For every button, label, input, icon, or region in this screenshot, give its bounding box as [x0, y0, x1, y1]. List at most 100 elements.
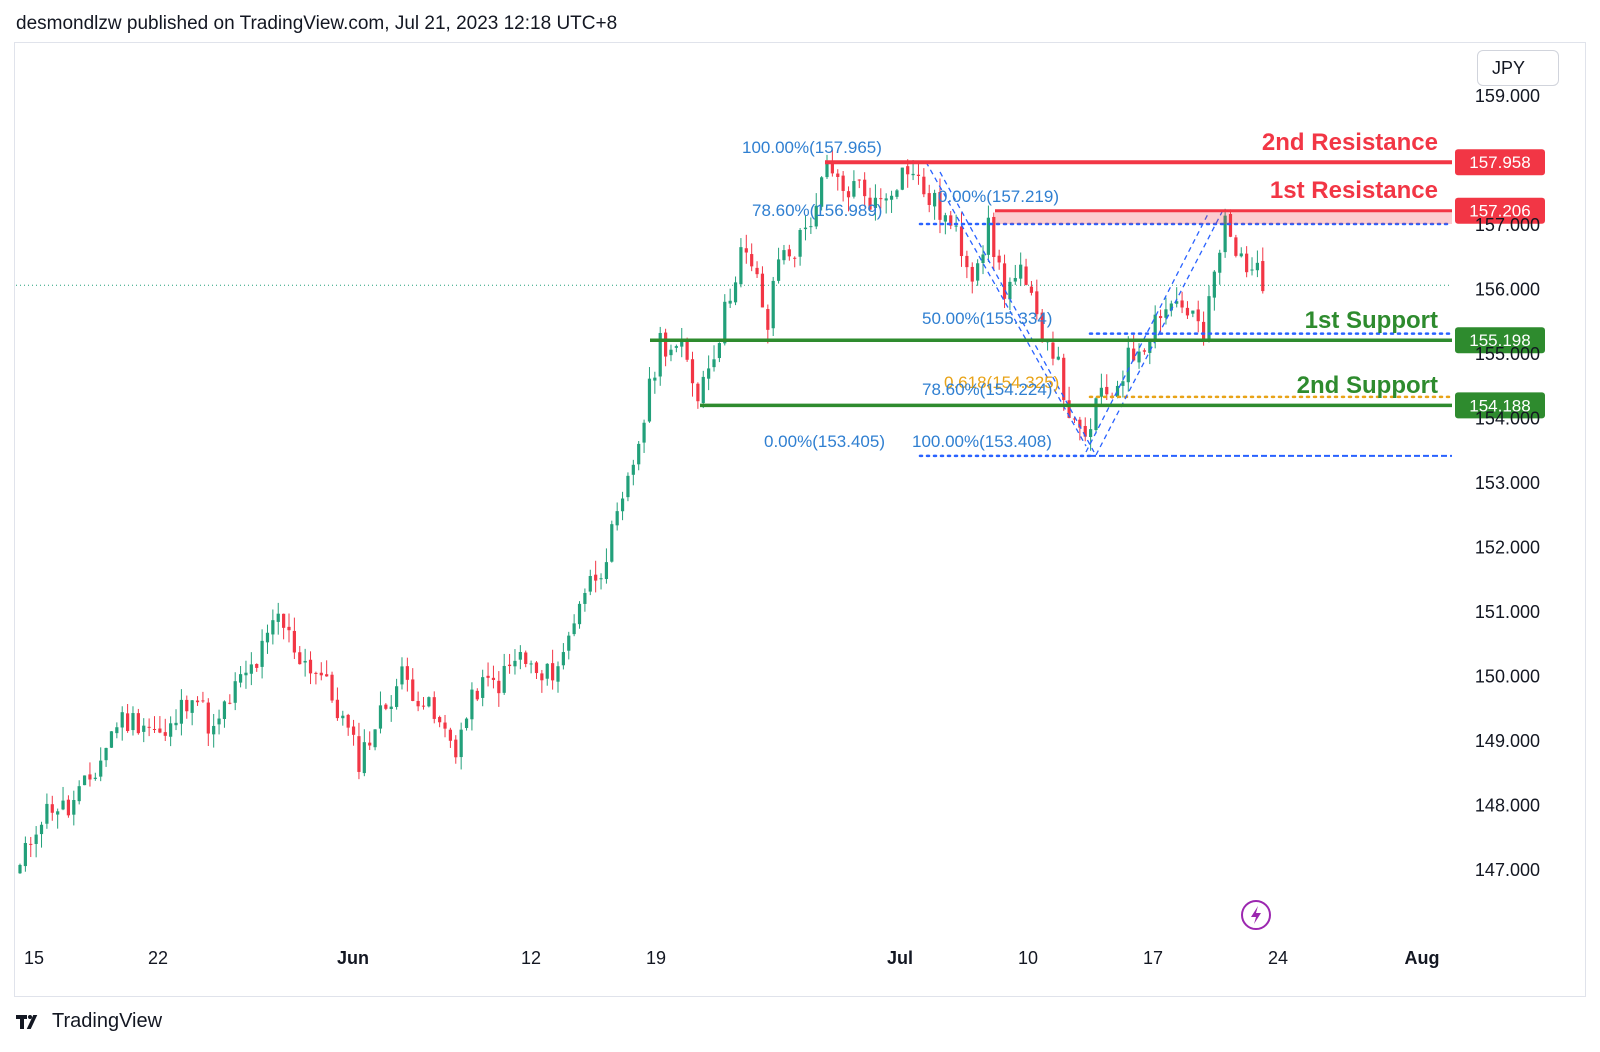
candle-body — [50, 804, 54, 813]
candle-body — [61, 800, 65, 810]
candle-body — [56, 811, 60, 815]
x-axis: 15 22 Jun 12 19 Jul 10 17 24 Aug — [24, 948, 1440, 968]
candle-body — [443, 722, 447, 729]
tradingview-brand[interactable]: TradingView — [16, 1010, 162, 1033]
candle-body — [66, 799, 71, 816]
candle-body — [626, 475, 630, 498]
candle-body — [29, 843, 33, 845]
candle-body — [841, 175, 845, 191]
candle-body — [1008, 281, 1012, 300]
candle-body — [389, 706, 393, 710]
candle-body — [427, 697, 431, 707]
candle-body — [99, 760, 103, 777]
lightning-icon-bolt — [1251, 906, 1261, 924]
publisher-line: desmondlzw published on TradingView.com,… — [16, 13, 618, 34]
candle-body — [1185, 307, 1190, 316]
candle-body — [1175, 301, 1179, 304]
candle-body — [255, 663, 259, 668]
candle-body — [233, 681, 237, 703]
candle-body — [820, 177, 824, 207]
candle-body — [879, 198, 883, 200]
candle-body — [45, 803, 49, 824]
candle-body — [889, 195, 894, 200]
candle-body — [524, 652, 528, 664]
candle-body — [448, 729, 452, 741]
candle-body — [486, 675, 490, 678]
candle-body — [776, 259, 781, 281]
candle-body — [222, 701, 227, 720]
fib-label: 100.00%(157.965) — [742, 138, 882, 157]
candle-body — [195, 700, 200, 703]
candle-body — [534, 662, 539, 674]
fib-label: 50.00%(155.334) — [922, 309, 1052, 328]
candle-body — [115, 727, 119, 734]
candle-body — [642, 422, 646, 443]
candle-body — [497, 680, 501, 694]
candle-body — [599, 578, 603, 580]
candle-body — [346, 714, 350, 728]
candle-body — [976, 263, 980, 281]
candle-body — [653, 377, 657, 381]
candle-body — [933, 192, 937, 207]
candle-body — [809, 226, 813, 228]
candle-body — [1105, 386, 1109, 395]
y-tick-label: 154.000 — [1475, 409, 1540, 429]
candle-body — [1196, 309, 1200, 322]
2nd-resistance-label: 2nd Resistance — [1262, 129, 1438, 156]
candle-body — [1019, 264, 1023, 279]
candle-body — [330, 674, 334, 701]
candle-body — [1056, 356, 1060, 360]
candle-body — [1153, 314, 1157, 341]
candle-body — [863, 179, 867, 197]
x-tick-label: 24 — [1268, 948, 1288, 968]
candle-body — [1207, 296, 1211, 340]
y-tick-label: 152.000 — [1475, 538, 1540, 558]
candle-body — [658, 332, 662, 377]
candle-body — [217, 718, 221, 725]
candle-body — [943, 215, 947, 222]
x-tick-label: 12 — [521, 948, 541, 968]
y-tick-label: 147.000 — [1475, 860, 1540, 880]
candle-body — [169, 723, 173, 737]
candle-body — [825, 163, 829, 178]
candle-body — [690, 359, 695, 384]
candle-body — [1024, 266, 1028, 285]
candle-body — [18, 864, 22, 874]
x-tick-label: Jun — [337, 948, 369, 968]
price-tag-label: 155.198 — [1469, 331, 1530, 350]
candle-body — [787, 249, 791, 257]
fib-label: 78.60%(154.224) — [922, 380, 1052, 399]
candle-body — [362, 742, 366, 774]
candle-body — [228, 702, 232, 704]
candle-body — [540, 673, 544, 681]
candle-body — [357, 736, 361, 772]
currency-selector[interactable]: JPY — [1477, 50, 1559, 86]
candle-body — [308, 659, 313, 674]
candle-body — [335, 699, 340, 719]
candle-body — [325, 674, 329, 677]
candle-body — [637, 443, 641, 465]
candle-body — [507, 664, 512, 667]
candle-body — [733, 282, 738, 303]
candle-body — [836, 173, 840, 177]
candle-body — [341, 715, 345, 719]
price-tag — [1455, 327, 1545, 354]
candle-body — [949, 215, 953, 226]
candle-body — [755, 267, 759, 275]
candle-body — [438, 717, 442, 723]
fib-channel-line — [925, 161, 1087, 447]
candle-body — [911, 173, 915, 176]
candle-body — [1029, 286, 1034, 293]
candle-body — [561, 652, 565, 666]
2nd-support-label: 2nd Support — [1297, 372, 1438, 399]
overlay-layer — [1241, 900, 1271, 930]
y-tick-label: 156.000 — [1475, 280, 1540, 300]
candle-body — [674, 346, 678, 348]
candle-body — [1239, 253, 1243, 257]
candle-body — [873, 197, 878, 209]
lightning-icon[interactable] — [1241, 900, 1271, 930]
y-tick-label: 159.000 — [1475, 86, 1540, 106]
x-tick-label: Jul — [887, 948, 913, 968]
candle-body — [567, 635, 571, 651]
